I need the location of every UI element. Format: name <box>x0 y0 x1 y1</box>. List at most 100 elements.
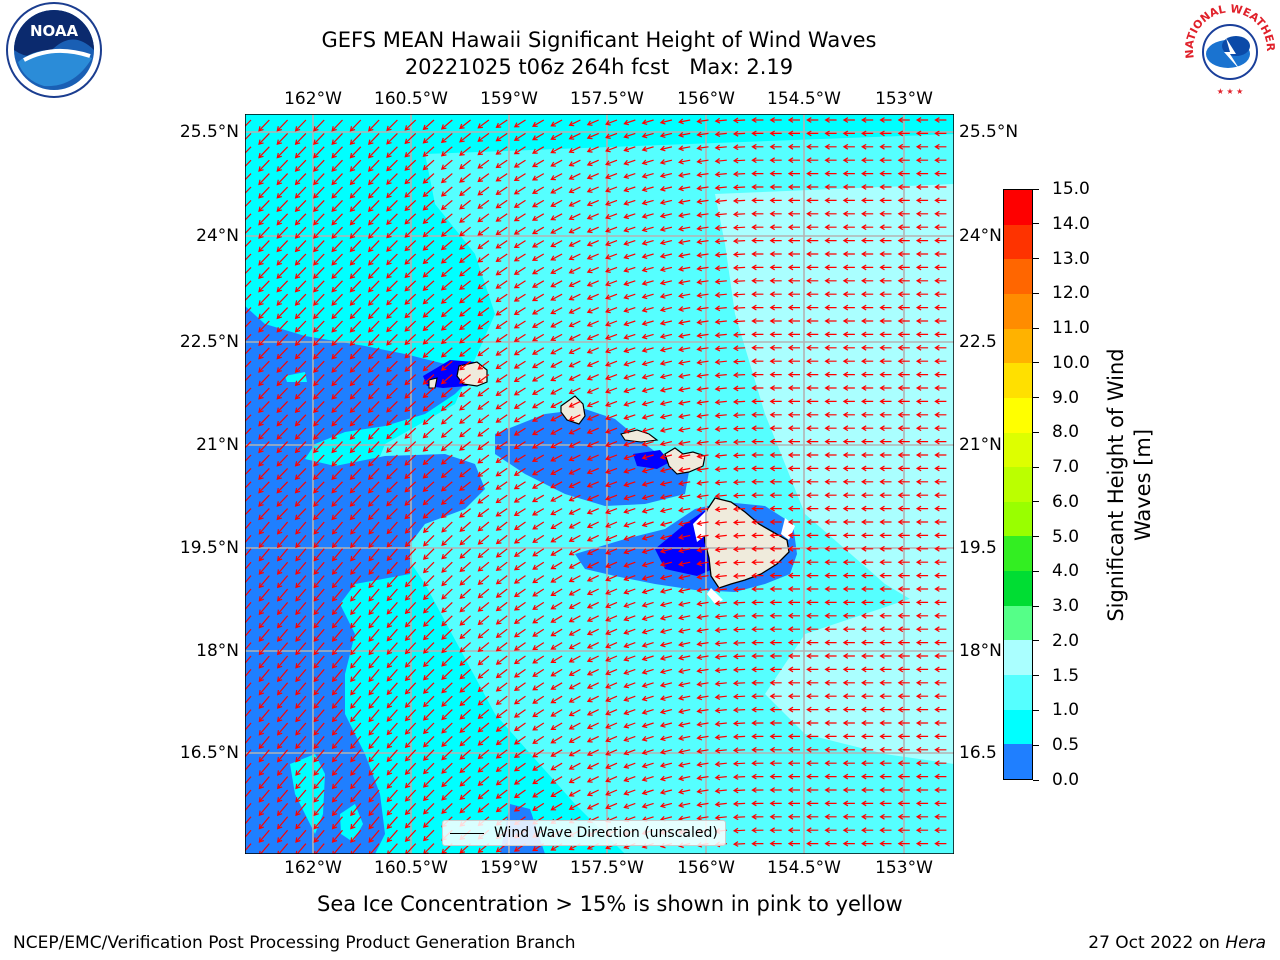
colorbar-tick-label: 8.0 <box>1052 422 1080 443</box>
colorbar-tick-mark <box>1033 779 1039 781</box>
svg-text:★ ★ ★: ★ ★ ★ <box>1217 87 1244 96</box>
lat-label-left: 22.5°N <box>179 332 239 352</box>
lon-label-bottom: 160.5°W <box>374 858 448 878</box>
colorbar-tick-label: 2.0 <box>1052 630 1080 651</box>
molokai-island <box>620 429 659 443</box>
colorbar-tick-label: 6.0 <box>1052 491 1080 512</box>
colorbar-segment <box>1004 640 1032 676</box>
lon-label-bottom: 157.5°W <box>570 858 644 878</box>
colorbar-segment <box>1004 363 1032 399</box>
colorbar-segment <box>1004 571 1032 607</box>
footer-host: Hera <box>1225 933 1266 953</box>
colorbar-segment <box>1004 328 1032 364</box>
lon-label-bottom: 162°W <box>284 858 342 878</box>
colorbar-tick-label: 0.5 <box>1052 735 1080 756</box>
colorbar-segment <box>1004 432 1032 468</box>
lon-label-top: 160.5°W <box>374 89 448 109</box>
colorbar-segment <box>1004 709 1032 745</box>
wave-height-map <box>245 114 954 854</box>
colorbar <box>1003 189 1033 780</box>
colorbar-tick-mark <box>1033 466 1039 468</box>
lon-label-bottom: 154.5°W <box>767 858 841 878</box>
colorbar-tick-mark <box>1033 223 1039 225</box>
nws-logo: NATIONAL WEATHER SERVICE ★ ★ ★ <box>1176 0 1280 100</box>
colorbar-label-line1: Significant Height of Wind <box>1104 348 1128 622</box>
colorbar-tick-mark <box>1033 640 1039 642</box>
chart-subtitle: 20221025 t06z 264h fcst Max: 2.19 <box>404 55 794 79</box>
map-legend: Wind Wave Direction (unscaled) <box>442 820 726 846</box>
colorbar-tick-mark <box>1033 675 1039 677</box>
lon-label-bottom: 156°W <box>677 858 735 878</box>
colorbar-tick-mark <box>1033 744 1039 746</box>
lat-label-left: 18°N <box>196 641 239 661</box>
lat-label-left: 19.5°N <box>179 538 239 558</box>
footer-date: 27 Oct 2022 on Hera <box>1088 933 1266 953</box>
colorbar-segment <box>1004 605 1032 641</box>
lat-label-left: 21°N <box>196 435 239 455</box>
colorbar-segment <box>1004 536 1032 572</box>
colorbar-label: Significant Height of Wind Waves [m] <box>1103 348 1157 621</box>
colorbar-segment <box>1004 467 1032 503</box>
colorbar-segment <box>1004 259 1032 295</box>
footer-date-text: 27 Oct 2022 on <box>1088 933 1226 953</box>
colorbar-label-line2: Waves [m] <box>1131 428 1155 542</box>
colorbar-tick-mark <box>1033 501 1039 503</box>
colorbar-tick-mark <box>1033 188 1039 190</box>
lat-label-right: 19.5 <box>959 538 997 558</box>
colorbar-tick-label: 0.0 <box>1052 770 1080 790</box>
lat-label-left: 24°N <box>196 226 239 246</box>
oahu-island <box>560 395 586 425</box>
lat-label-right: 16.5 <box>959 743 997 763</box>
colorbar-tick-mark <box>1033 536 1039 538</box>
colorbar-tick-mark <box>1033 431 1039 433</box>
lat-label-right: 22.5 <box>959 332 997 352</box>
lon-label-top: 156°W <box>677 89 735 109</box>
colorbar-tick-label: 10.0 <box>1052 352 1090 373</box>
chart-title: GEFS MEAN Hawaii Significant Height of W… <box>321 28 877 52</box>
lon-label-top: 153°W <box>875 89 933 109</box>
lon-label-top: 159°W <box>480 89 538 109</box>
colorbar-segment <box>1004 501 1032 537</box>
legend-label: Wind Wave Direction (unscaled) <box>494 825 718 841</box>
colorbar-tick-label: 5.0 <box>1052 526 1080 547</box>
colorbar-segment <box>1004 224 1032 260</box>
colorbar-tick-mark <box>1033 709 1039 711</box>
colorbar-segment <box>1004 190 1032 226</box>
lat-label-left: 16.5°N <box>179 743 239 763</box>
colorbar-tick-label: 11.0 <box>1052 318 1090 339</box>
lon-label-top: 162°W <box>284 89 342 109</box>
colorbar-segment <box>1004 293 1032 330</box>
colorbar-tick-mark <box>1033 327 1039 329</box>
colorbar-tick-label: 15.0 <box>1052 179 1090 199</box>
arrow-field <box>245 117 947 854</box>
noaa-logo: NOAA <box>4 0 104 100</box>
field-0.0-0.5-maui <box>633 450 670 469</box>
colorbar-tick-label: 14.0 <box>1052 213 1090 234</box>
colorbar-segment <box>1004 397 1032 434</box>
maui-island <box>664 447 706 475</box>
colorbar-tick-label: 12.0 <box>1052 283 1090 304</box>
colorbar-tick-mark <box>1033 292 1039 294</box>
wind-wave-direction-arrows <box>245 117 947 854</box>
lat-label-right: 18°N <box>959 641 1002 661</box>
field-1.0-1.5-pocket3 <box>340 804 363 842</box>
colorbar-tick-label: 4.0 <box>1052 561 1080 582</box>
colorbar-tick-label: 13.0 <box>1052 248 1090 269</box>
colorbar-tick-mark <box>1033 362 1039 364</box>
colorbar-tick-label: 7.0 <box>1052 457 1080 478</box>
colorbar-tick-label: 1.5 <box>1052 665 1080 686</box>
lon-label-top: 157.5°W <box>570 89 644 109</box>
lat-label-left: 25.5°N <box>179 122 239 142</box>
lat-label-right: 25.5°N <box>959 122 1019 142</box>
footer-branch: NCEP/EMC/Verification Post Processing Pr… <box>13 933 576 953</box>
colorbar-tick-mark <box>1033 397 1039 399</box>
colorbar-tick-mark <box>1033 258 1039 260</box>
colorbar-tick-mark <box>1033 570 1039 572</box>
colorbar-segment <box>1004 675 1032 711</box>
lat-label-right: 21°N <box>959 435 1002 455</box>
lon-label-bottom: 159°W <box>480 858 538 878</box>
colorbar-tick-label: 1.0 <box>1052 700 1080 721</box>
lon-label-top: 154.5°W <box>767 89 841 109</box>
legend-line-icon <box>450 832 484 834</box>
noaa-logo-text: NOAA <box>30 22 79 40</box>
